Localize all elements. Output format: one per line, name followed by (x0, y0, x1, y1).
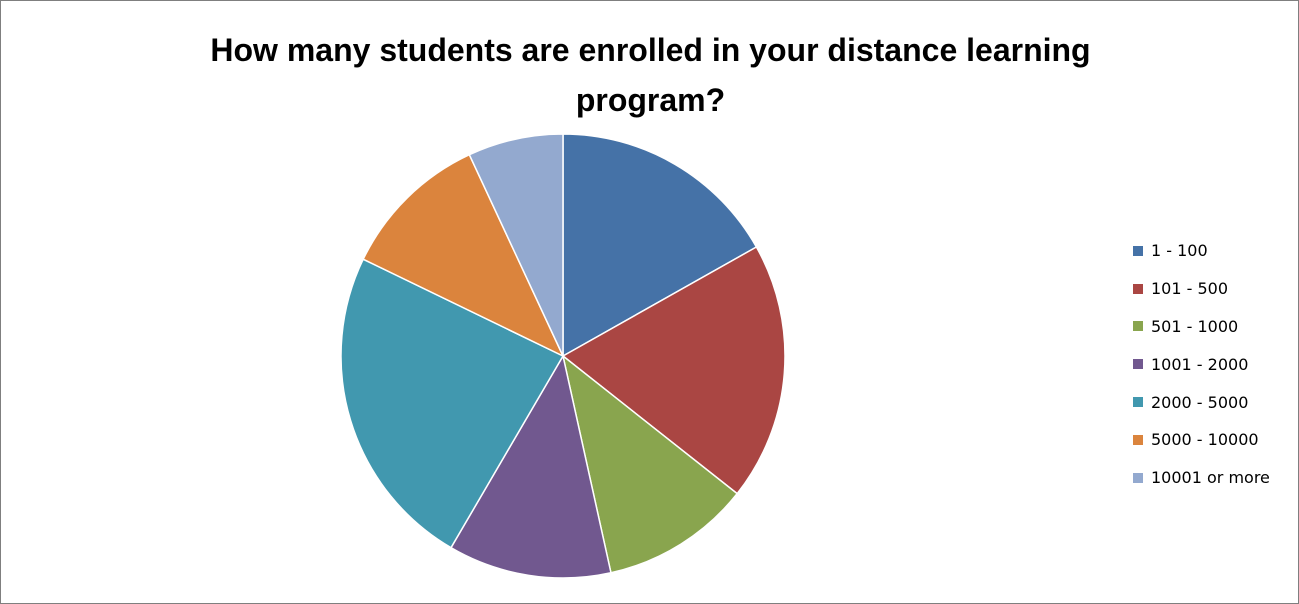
chart-title-line-2: program? (575, 82, 726, 118)
pie-slice-2000-5000 (340, 258, 565, 549)
legend-item: 101 - 500 (1133, 270, 1270, 308)
legend-label: 10001 or more (1151, 468, 1270, 488)
legend-item: 2000 - 5000 (1133, 383, 1270, 421)
chart-legend: 1 - 100 101 - 500 501 - 1000 1001 - 2000 200… (1133, 232, 1270, 497)
pie-slice-1-100 (562, 133, 758, 358)
legend-swatch (1133, 283, 1143, 294)
legend-label: 5000 - 10000 (1151, 430, 1259, 450)
legend-item: 501 - 1000 (1133, 308, 1270, 346)
pie-slice-101-500 (561, 245, 786, 495)
legend-swatch (1133, 472, 1143, 483)
legend-swatch (1133, 321, 1143, 332)
legend-label: 2000 - 5000 (1151, 392, 1249, 412)
pie-slice-10001-or-more (468, 133, 564, 357)
legend-swatch (1133, 359, 1143, 370)
legend-swatch (1133, 434, 1143, 445)
legend-swatch (1133, 397, 1143, 408)
legend-label: 1001 - 2000 (1151, 354, 1249, 374)
pie-slice-501-1000 (561, 354, 739, 574)
legend-item: 1 - 100 (1133, 232, 1270, 270)
legend-item: 1001 - 2000 (1133, 345, 1270, 383)
legend-swatch (1133, 245, 1143, 256)
chart-title: How many students are enrolled in your d… (1, 25, 1299, 125)
legend-label: 1 - 100 (1151, 241, 1208, 261)
legend-item: 10001 or more (1133, 459, 1270, 497)
legend-label: 101 - 500 (1151, 279, 1229, 299)
pie-slice-1001-2000 (449, 353, 612, 579)
pie-slice-5000-10000 (362, 153, 565, 358)
legend-label: 501 - 1000 (1151, 316, 1239, 336)
chart-title-line-1: How many students are enrolled in your d… (210, 32, 1091, 68)
legend-item: 5000 - 10000 (1133, 421, 1270, 459)
